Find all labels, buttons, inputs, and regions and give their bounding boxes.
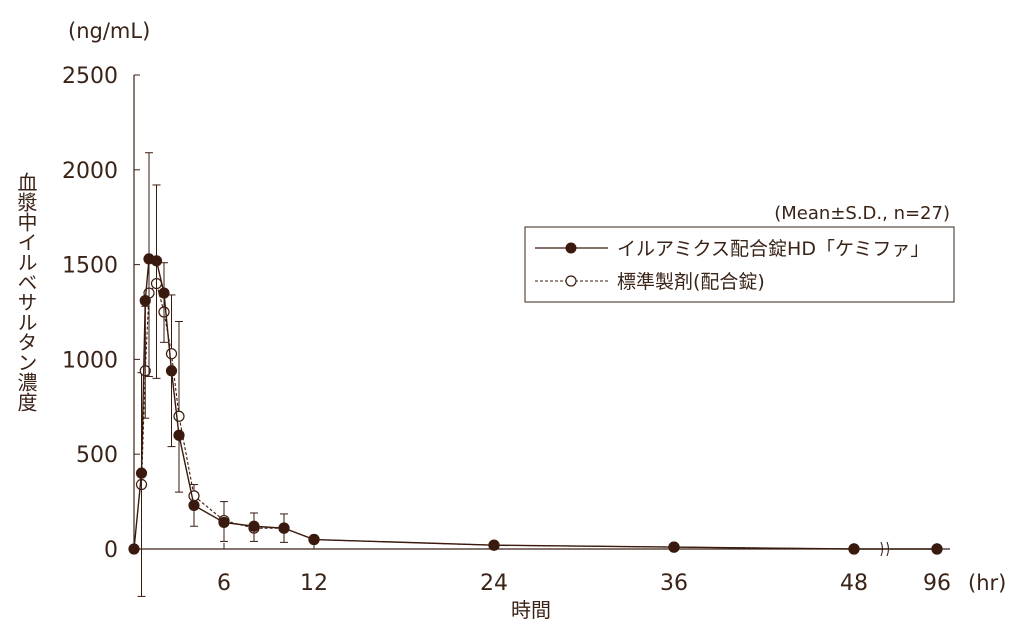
data-point (165, 348, 178, 360)
x-tick-label: 6 (217, 571, 231, 596)
data-point (488, 539, 500, 551)
data-point (218, 516, 230, 529)
data-point (308, 533, 320, 546)
data-point (173, 429, 185, 441)
series-1 (128, 253, 943, 597)
data-point (931, 543, 943, 555)
data-point (278, 522, 290, 534)
x-unit-label: (hr) (968, 571, 1006, 595)
stats-annotation: (Mean±S.D., n=27) (774, 203, 950, 224)
y-tick-label: 2500 (62, 64, 118, 89)
y-tick-label: 2000 (62, 159, 118, 184)
data-point (248, 520, 260, 532)
legend: イルアミクス配合錠HD「ケミファ」 標準製剤(配合錠) (524, 226, 955, 303)
data-point (188, 490, 200, 502)
axes (133, 75, 950, 557)
series-layer (128, 152, 943, 597)
x-axis-ticks: 6 12 24 36 48 96 (217, 543, 951, 596)
data-point (158, 287, 170, 299)
legend-marker-series-2 (565, 275, 577, 287)
y-unit-label: (ng/mL) (68, 19, 150, 43)
x-tick-label: 12 (300, 571, 328, 596)
legend-box (524, 226, 955, 303)
data-point (165, 365, 178, 377)
y-tick-label: 0 (104, 538, 118, 563)
legend-label-series-2: 標準製剤(配合錠) (617, 271, 765, 293)
y-tick-label: 1500 (62, 254, 118, 279)
y-axis-title: 血漿中イルベサルタン濃度 (14, 172, 38, 412)
x-tick-label: 36 (660, 571, 688, 596)
series-line (140, 282, 937, 550)
x-tick-label: 24 (480, 571, 508, 596)
x-tick-label: 48 (840, 571, 868, 596)
data-point (848, 543, 860, 555)
data-point (173, 410, 185, 422)
data-point (139, 295, 151, 307)
y-tick-label: 500 (76, 443, 118, 468)
y-tick-label: 1000 (62, 348, 118, 373)
legend-marker-series-1 (565, 242, 577, 254)
data-point (135, 467, 148, 479)
y-axis-ticks: 0 500 1000 1500 2000 2500 (62, 64, 140, 563)
legend-label-series-1: イルアミクス配合錠HD「ケミファ」 (617, 238, 929, 260)
data-point (668, 541, 680, 553)
x-tick-label: 96 (923, 571, 951, 596)
data-point (188, 499, 200, 511)
data-point (128, 543, 140, 555)
x-axis-title: 時間 (511, 598, 551, 622)
data-point (150, 255, 163, 267)
